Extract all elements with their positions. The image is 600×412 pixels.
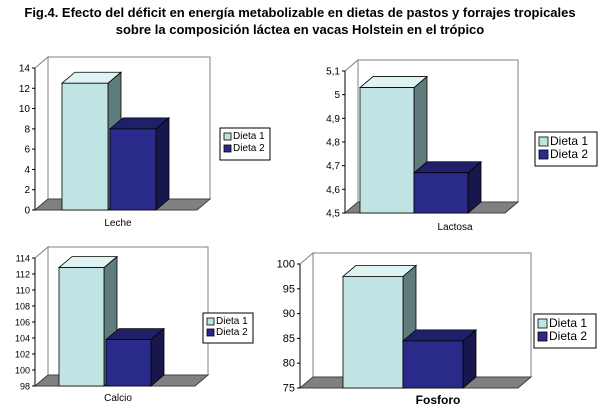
figure-title-line1: Fig.4. Efecto del déficit en energía met… xyxy=(24,5,576,20)
legend-label-1: Dieta 1 xyxy=(233,131,265,142)
bar-dieta-1 xyxy=(58,267,105,387)
y-tick-label: 85 xyxy=(283,333,295,345)
bar-top-1 xyxy=(341,264,418,277)
y-tick-label: 14 xyxy=(19,64,31,75)
legend-swatch-1 xyxy=(206,317,215,326)
y-tick-label: 4,9 xyxy=(326,114,340,125)
x-axis-label: Calcio xyxy=(104,393,132,404)
legend-label-2: Dieta 2 xyxy=(216,327,248,338)
x-axis-label: Leche xyxy=(104,218,132,229)
bar-side-2 xyxy=(155,116,170,211)
y-tick-label: 108 xyxy=(15,302,30,312)
y-tick-label: 114 xyxy=(16,254,30,264)
bar-dieta-1 xyxy=(61,82,109,211)
chart-3: 98 100 102 104 106 108 110 112 114 Calcio Dieta 1D… xyxy=(15,245,254,404)
plot-side-wall xyxy=(344,58,359,215)
y-tick-label: 4,6 xyxy=(326,185,340,196)
y-tick-label: 6 xyxy=(24,145,30,156)
legend-label-2: Dieta 2 xyxy=(233,143,265,154)
y-tick-label: 100 xyxy=(277,259,295,271)
y-tick-label: 4,7 xyxy=(326,161,340,172)
y-tick-label: 2 xyxy=(24,185,30,196)
y-tick-label: 4,5 xyxy=(326,209,340,220)
y-tick-label: 110 xyxy=(16,286,30,296)
y-tick-label: 0 xyxy=(24,206,30,217)
legend-swatch-1 xyxy=(538,136,549,147)
plot-side-wall xyxy=(34,55,49,212)
y-tick-label: 104 xyxy=(15,334,30,344)
y-tick-label: 90 xyxy=(283,308,295,320)
legend-swatch-1 xyxy=(537,318,548,329)
bar-dieta-1 xyxy=(359,87,415,214)
bar-dieta-2 xyxy=(109,128,157,211)
legend-label-1: Dieta 1 xyxy=(550,134,588,148)
legend-label-1: Dieta 1 xyxy=(549,316,587,330)
y-tick-label: 4,8 xyxy=(326,138,340,149)
y-tick-label: 12 xyxy=(19,84,31,95)
x-axis-label: Fosforo xyxy=(416,393,461,407)
y-tick-label: 10 xyxy=(19,104,31,115)
legend-label-2: Dieta 2 xyxy=(550,147,588,161)
legend-swatch-2 xyxy=(206,328,215,337)
legend-swatch-2 xyxy=(538,149,549,160)
y-tick-label: 100 xyxy=(15,366,30,376)
y-tick-label: 106 xyxy=(15,318,30,328)
y-tick-label: 102 xyxy=(15,350,30,360)
legend-swatch-1 xyxy=(223,132,232,141)
bar-dieta-2 xyxy=(413,172,469,214)
y-tick-label: 4 xyxy=(24,165,30,176)
bar-dieta-2 xyxy=(105,339,152,387)
y-tick-label: 8 xyxy=(24,124,30,135)
bar-dieta-1 xyxy=(342,275,404,389)
y-tick-label: 98 xyxy=(20,382,30,392)
y-tick-label: 5 xyxy=(334,90,340,101)
bar-top-2 xyxy=(401,329,478,342)
y-tick-label: 75 xyxy=(283,383,295,395)
legend-swatch-2 xyxy=(537,331,548,342)
figure-title: Fig.4. Efecto del déficit en energía met… xyxy=(0,4,600,38)
figure-title-line2: sobre la composición láctea en vacas Hol… xyxy=(115,22,485,37)
y-tick-label: 95 xyxy=(283,283,295,295)
bar-dieta-2 xyxy=(402,340,464,389)
plot-side-wall xyxy=(299,251,314,390)
y-tick-label: 80 xyxy=(283,358,295,370)
legend-label-1: Dieta 1 xyxy=(216,316,248,327)
y-tick-label: 112 xyxy=(16,270,30,280)
x-axis-label: Lactosa xyxy=(437,222,472,233)
plot-side-wall xyxy=(34,245,49,388)
legend-swatch-2 xyxy=(223,144,232,153)
y-tick-label: 5,1 xyxy=(326,67,340,78)
legend-label-2: Dieta 2 xyxy=(549,329,587,343)
